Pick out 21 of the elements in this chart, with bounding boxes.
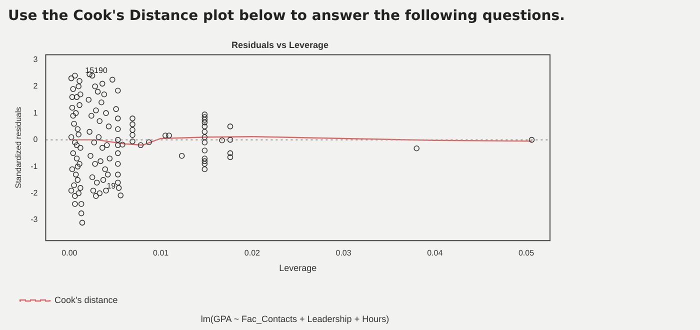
legend-label: Cook's distance <box>54 294 118 305</box>
y-tick-label: 1 <box>33 108 38 118</box>
chart-title: Residuals vs Leverage <box>231 40 329 50</box>
x-tick-label: 0.04 <box>427 248 444 258</box>
y-tick-label: -3 <box>30 215 38 224</box>
y-tick-label: -2 <box>30 188 38 198</box>
x-axis-title: Leverage <box>279 263 317 274</box>
annotation: 15190 <box>85 66 108 75</box>
x-tick-label: 0.05 <box>518 248 535 258</box>
annotation: 19 <box>106 182 116 191</box>
y-tick-label: 0 <box>33 135 38 144</box>
text: lm(GPA ~ Fac_Contacts + Leadership + Hours) <box>200 314 390 324</box>
x-tick-label: 0.00 <box>62 248 78 258</box>
y-axis-title: Standardized residuals <box>14 107 24 188</box>
y-tick-label: -1 <box>30 162 38 171</box>
y-tick-label: 3 <box>33 54 38 64</box>
x-tick-label: 0.03 <box>336 248 352 258</box>
y-tick-label: 2 <box>33 82 38 91</box>
text: Use the Cook's Distance plot below to answer the following questions. <box>8 8 565 24</box>
x-tick-label: 0.02 <box>244 248 261 258</box>
x-tick-label: 0.01 <box>153 248 170 258</box>
